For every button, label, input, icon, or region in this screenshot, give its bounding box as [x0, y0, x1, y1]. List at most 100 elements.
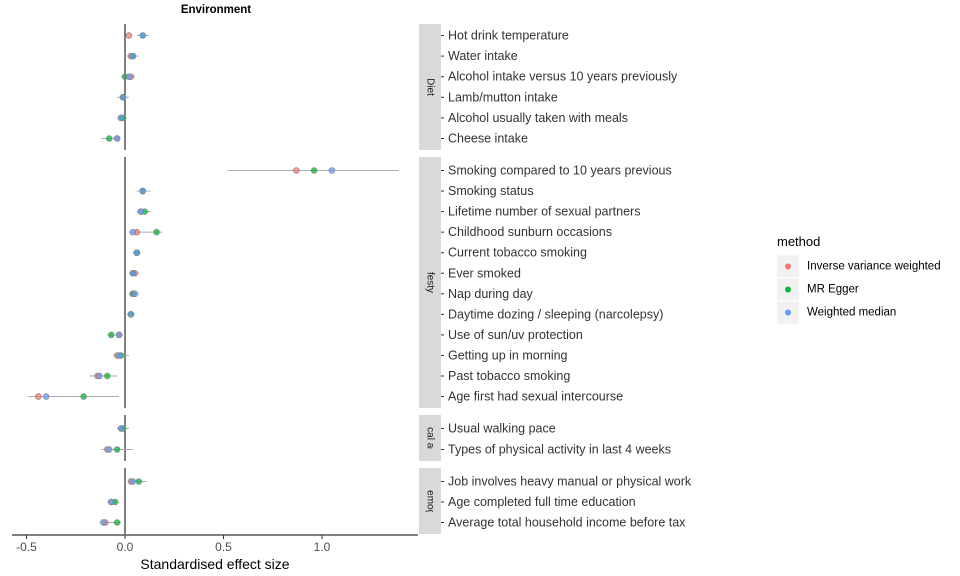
y-tick-label: Job involves heavy manual or physical wo…: [448, 475, 692, 489]
legend-marker: [785, 263, 791, 270]
y-tick-label: Alcohol usually taken with meals: [448, 111, 628, 125]
wm-point: [117, 114, 125, 122]
egger-point: [310, 167, 318, 174]
y-tick-label: Current tobacco smoking: [448, 246, 587, 260]
data-row: Lamb/mutton intake: [117, 90, 558, 104]
y-tick-label: Types of physical activity in last 4 wee…: [448, 443, 671, 457]
x-axis-ticks: -0.5 0.0 0.5 1.0: [16, 535, 331, 554]
data-row: Lifetime number of sexual partners: [136, 205, 640, 219]
egger-point: [113, 519, 121, 526]
panel: Lifestyle Smoking compared to 10 years pr…: [28, 157, 672, 408]
wm-point: [96, 372, 103, 380]
y-tick-label: Lifetime number of sexual partners: [448, 205, 640, 219]
data-row: Use of sun/uv protection: [107, 328, 583, 342]
y-tick-label: Past tobacco smoking: [448, 369, 570, 383]
data-row: Age completed full time education: [107, 495, 636, 509]
wm-point: [139, 32, 146, 39]
data-row: Daytime dozing / sleeping (narcolepsy): [126, 307, 663, 321]
data-row: Age first had sexual intercourse: [28, 390, 623, 404]
ivw-point: [35, 393, 42, 400]
data-row: Types of physical activity in last 4 wee…: [101, 443, 671, 457]
wm-point: [127, 311, 135, 318]
facet-strip-label: Physical activity: [425, 403, 436, 474]
y-tick-label: Usual walking pace: [448, 422, 556, 436]
egger-point: [105, 135, 113, 142]
panel: Diet Hot drink temperature Water intake Alc…: [101, 24, 678, 150]
data-row: Average total household income before ta…: [99, 516, 686, 530]
x-axis-label: Standardised effect size: [140, 556, 289, 572]
legend-marker: [785, 286, 791, 293]
data-row: Past tobacco smoking: [89, 369, 570, 383]
data-row: Current tobacco smoking: [132, 246, 587, 260]
x-tick-label: 1.0: [314, 540, 331, 554]
wm-point: [129, 270, 137, 277]
panel: Sociodemographic Job involves heavy manua…: [99, 460, 692, 543]
data-row: Hot drink temperature: [125, 29, 569, 43]
legend-title: method: [777, 234, 820, 249]
y-tick-label: Alcohol intake versus 10 years previousl…: [448, 70, 678, 84]
wm-point: [42, 393, 50, 400]
wm-point: [131, 290, 139, 298]
wm-point: [328, 167, 336, 174]
wm-point: [113, 135, 121, 142]
facet-strip-label: Diet: [425, 78, 436, 96]
y-tick-label: Water intake: [448, 49, 518, 63]
y-tick-label: Nap during day: [448, 287, 534, 301]
data-row: Ever smoked: [128, 266, 521, 280]
egger-point: [80, 393, 87, 400]
facet-strip-label: Sociodemographic: [425, 460, 436, 543]
facet-strip-label: Lifestyle: [425, 264, 436, 301]
ivw-point: [125, 32, 133, 39]
facet-strip: [419, 157, 441, 408]
data-row: Childhood sunburn occasions: [128, 225, 612, 239]
x-tick-label: 0.5: [215, 540, 232, 554]
x-tick-label: 0.0: [117, 540, 134, 554]
data-row: Nap during day: [128, 287, 534, 301]
wm-point: [105, 446, 113, 453]
wm-point: [117, 425, 125, 432]
y-tick-label: Childhood sunburn occasions: [448, 225, 612, 239]
data-row: Alcohol usually taken with meals: [117, 111, 628, 125]
y-tick-label: Average total household income before ta…: [448, 516, 686, 530]
facet-strip: [419, 24, 441, 150]
data-row: Usual walking pace: [117, 422, 556, 436]
wm-point: [137, 208, 145, 215]
egger-point: [113, 446, 121, 453]
data-row: Smoking compared to 10 years previous: [227, 164, 672, 178]
wm-point: [133, 249, 141, 256]
ivw-point: [293, 167, 300, 174]
x-tick-label: -0.5: [16, 540, 37, 554]
wm-point: [129, 52, 137, 60]
wm-point: [107, 498, 115, 506]
facet-strip: [419, 415, 441, 461]
y-tick-label: Ever smoked: [448, 266, 521, 280]
egger-point: [153, 228, 160, 236]
y-tick-label: Smoking compared to 10 years previous: [448, 164, 672, 178]
legend-label: Inverse variance weighted: [807, 261, 941, 273]
legend-label: MR Egger: [807, 284, 859, 296]
y-tick-label: Age first had sexual intercourse: [448, 390, 623, 404]
wm-point: [119, 94, 127, 101]
wm-point: [139, 187, 146, 195]
wm-point: [115, 352, 123, 359]
egger-point: [107, 331, 115, 339]
legend-label: Weighted median: [807, 307, 896, 319]
data-row: Water intake: [126, 49, 518, 63]
wm-point: [129, 228, 137, 236]
wm-point: [125, 73, 133, 80]
facet-strip: [419, 468, 441, 534]
data-row: Smoking status: [136, 184, 533, 198]
y-tick-label: Hot drink temperature: [448, 29, 569, 43]
panels: Diet Hot drink temperature Water intake Alc…: [28, 24, 692, 543]
y-tick-label: Getting up in morning: [448, 348, 568, 362]
data-row: Alcohol intake versus 10 years previousl…: [121, 70, 678, 84]
y-tick-label: Lamb/mutton intake: [448, 90, 558, 104]
y-tick-label: Daytime dozing / sleeping (narcolepsy): [448, 307, 663, 321]
y-tick-label: Smoking status: [448, 184, 533, 198]
egger-point: [104, 372, 111, 380]
data-row: Cheese intake: [101, 132, 528, 146]
data-row: Getting up in morning: [113, 348, 568, 362]
legend: method Inverse variance weighted MR Egger…: [777, 234, 941, 324]
data-row: Job involves heavy manual or physical wo…: [127, 475, 692, 489]
